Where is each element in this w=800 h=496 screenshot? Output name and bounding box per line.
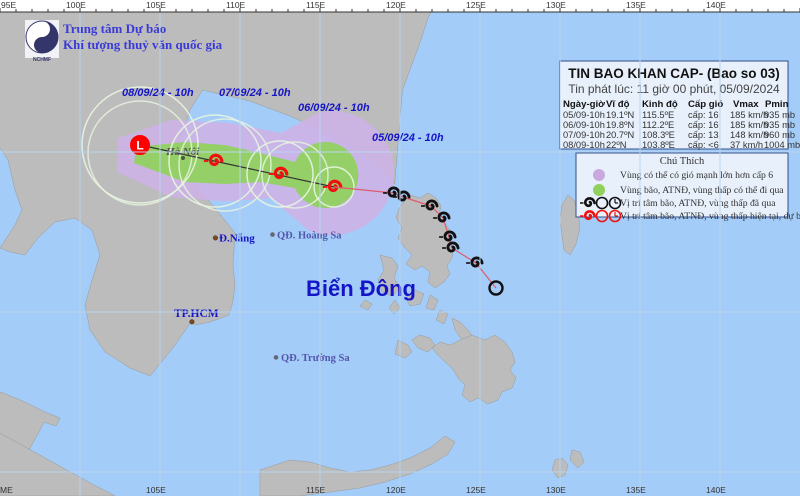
svg-text:103.8ºE: 103.8ºE	[642, 140, 675, 150]
svg-text:Ngày-giờ: Ngày-giờ	[563, 99, 605, 110]
svg-text:95E: 95E	[1, 0, 16, 10]
svg-text:135E: 135E	[626, 0, 646, 10]
svg-text:Cấp gió: Cấp gió	[688, 99, 723, 110]
svg-text:125E: 125E	[466, 0, 486, 10]
svg-text:L: L	[136, 139, 143, 153]
svg-text:935 mb: 935 mb	[764, 120, 795, 130]
svg-text:935 mb: 935 mb	[764, 110, 795, 120]
svg-text:19.1ºN: 19.1ºN	[606, 110, 634, 120]
svg-text:Vị trí tâm bão, ATNĐ, vùng thấ: Vị trí tâm bão, ATNĐ, vùng thấp hiện tại…	[620, 211, 800, 222]
svg-text:Vị trí tâm bão, ATNĐ, vùng thấ: Vị trí tâm bão, ATNĐ, vùng thấp đã qua	[620, 198, 776, 209]
svg-text:115E: 115E	[306, 0, 326, 10]
svg-text:cấp: 16: cấp: 16	[688, 110, 719, 120]
svg-text:120E: 120E	[386, 485, 406, 495]
svg-text:06/09/24 - 10h: 06/09/24 - 10h	[298, 102, 370, 114]
svg-text:115.5ºE: 115.5ºE	[642, 110, 674, 120]
svg-text:Khí tượng thuỷ văn quốc gia: Khí tượng thuỷ văn quốc gia	[63, 37, 223, 52]
svg-text:140E: 140E	[706, 0, 726, 10]
svg-text:cấp: 16: cấp: 16	[688, 120, 719, 130]
svg-text:105E: 105E	[146, 485, 166, 495]
svg-text:Trung tâm Dự báo: Trung tâm Dự báo	[63, 21, 166, 36]
svg-text:135E: 135E	[626, 485, 646, 495]
svg-text:07/09/24 - 10h: 07/09/24 - 10h	[219, 87, 291, 99]
svg-text:185 km/h: 185 km/h	[730, 120, 768, 130]
svg-text:20.7ºN: 20.7ºN	[606, 130, 634, 140]
svg-text:Tin phát lúc: 11 giờ 00 phút,: Tin phát lúc: 11 giờ 00 phút, 05/09/2024	[568, 82, 780, 96]
svg-text:ME: ME	[0, 485, 13, 495]
svg-text:Vmax: Vmax	[733, 99, 759, 110]
svg-text:19.8ºN: 19.8ºN	[606, 120, 634, 130]
svg-text:100E: 100E	[66, 0, 86, 10]
svg-text:120E: 120E	[386, 0, 406, 10]
svg-text:105E: 105E	[146, 0, 166, 10]
svg-text:37 km/h: 37 km/h	[730, 140, 763, 150]
svg-text:Vùng có thể có gió mạnh lớn hơ: Vùng có thể có gió mạnh lớn hơn cấp 6	[620, 170, 773, 181]
svg-text:22ºN: 22ºN	[606, 140, 626, 150]
svg-text:115E: 115E	[306, 485, 326, 495]
svg-text:960 mb: 960 mb	[764, 130, 795, 140]
svg-text:05/09-10h: 05/09-10h	[563, 110, 605, 120]
svg-text:05/09/24 - 10h: 05/09/24 - 10h	[372, 132, 444, 144]
svg-text:08/09/24 - 10h: 08/09/24 - 10h	[122, 87, 194, 99]
svg-text:Vùng bão, ATNĐ, vùng thấp có t: Vùng bão, ATNĐ, vùng thấp có thể đi qua	[620, 185, 784, 196]
svg-text:07/09-10h: 07/09-10h	[563, 130, 605, 140]
svg-text:140E: 140E	[706, 485, 726, 495]
svg-text:TIN BAO KHAN CAP- (Bao so 03): TIN BAO KHAN CAP- (Bao so 03)	[568, 66, 780, 81]
svg-text:Kinh độ: Kinh độ	[642, 99, 678, 110]
svg-text:185 km/h: 185 km/h	[730, 110, 768, 120]
svg-text:110E: 110E	[226, 0, 246, 10]
svg-text:148 km/h: 148 km/h	[730, 130, 768, 140]
svg-text:06/09-10h: 06/09-10h	[563, 120, 605, 130]
svg-text:NCHMF: NCHMF	[33, 57, 51, 63]
svg-text:Chú Thích: Chú Thích	[660, 156, 705, 167]
svg-text:08/09-10h: 08/09-10h	[563, 140, 605, 150]
svg-text:Pmin: Pmin	[765, 99, 789, 110]
svg-text:TP.HCM: TP.HCM	[174, 308, 219, 320]
svg-text:1004 mb: 1004 mb	[764, 140, 800, 150]
svg-text:108.3ºE: 108.3ºE	[642, 130, 675, 140]
svg-text:Vĩ độ: Vĩ độ	[606, 99, 630, 110]
svg-text:125E: 125E	[466, 485, 486, 495]
svg-text:cấp: 13: cấp: 13	[688, 130, 719, 140]
svg-text:Đ.Nẵng: Đ.Nẵng	[219, 233, 255, 245]
svg-text:QĐ. Trường Sa: QĐ. Trường Sa	[281, 353, 350, 364]
svg-text:130E: 130E	[546, 485, 566, 495]
svg-text:cấp: <6: cấp: <6	[688, 140, 719, 150]
svg-text:130E: 130E	[546, 0, 566, 10]
svg-text:QĐ. Hoàng Sa: QĐ. Hoàng Sa	[277, 231, 342, 242]
svg-text:112.2ºE: 112.2ºE	[642, 120, 674, 130]
